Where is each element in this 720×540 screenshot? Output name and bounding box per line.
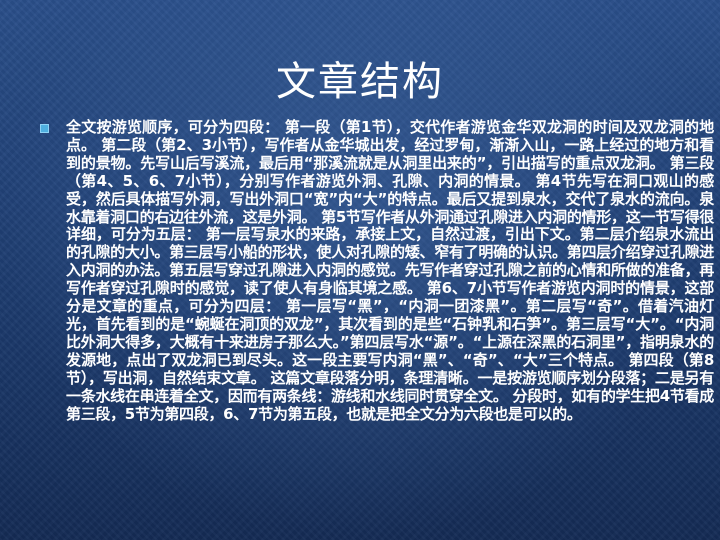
slide-title: 文章结构 bbox=[276, 59, 444, 105]
square-bullet-icon bbox=[40, 124, 49, 133]
body-text: 全文按游览顺序，可分为四段： 第一段（第1节），交代作者游览金华双龙洞的时间及双… bbox=[66, 118, 714, 423]
